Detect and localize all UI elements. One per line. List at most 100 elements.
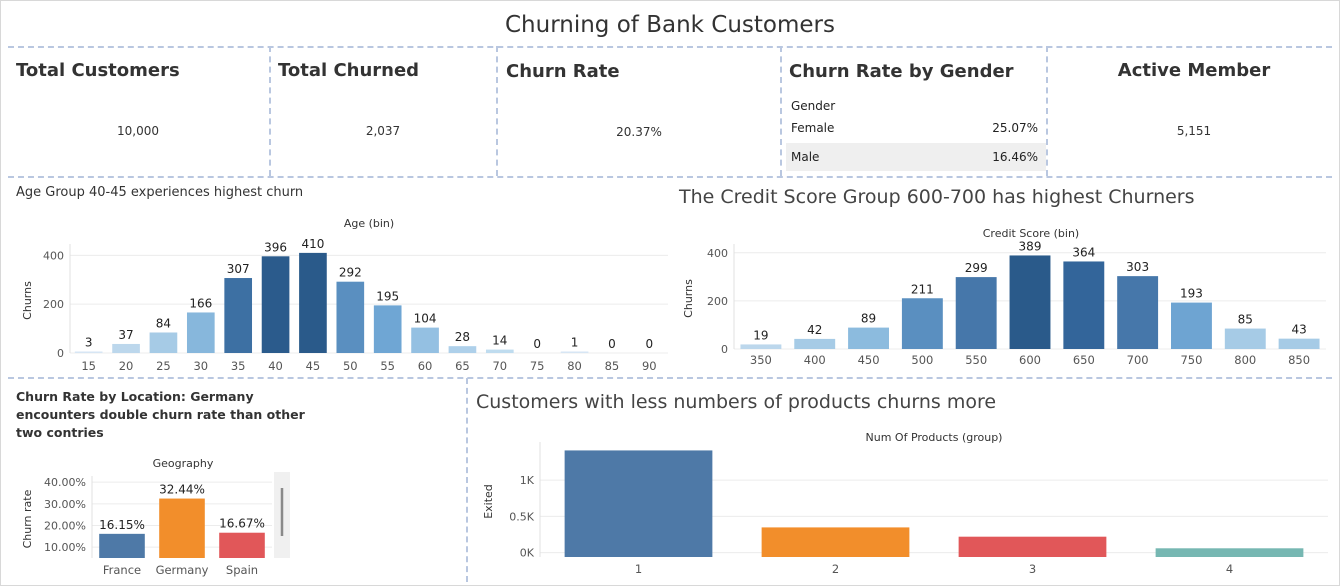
x-tick-label: 550 — [965, 353, 987, 367]
bar — [219, 532, 265, 558]
x-tick-label: 450 — [858, 353, 880, 367]
divider — [269, 46, 271, 176]
y-tick-label: 0 — [57, 347, 64, 360]
bar — [761, 527, 910, 557]
x-tick-label: 700 — [1127, 353, 1149, 367]
kpi-total-customers-value: 10,000 — [117, 124, 159, 138]
data-label: 89 — [861, 312, 876, 326]
x-tick-label: Spain — [226, 563, 258, 577]
x-tick-label: France — [103, 563, 141, 577]
kpi-churn-rate-value: 20.37% — [616, 125, 662, 139]
caption-line: encounters double churn rate than other — [16, 407, 305, 422]
bar — [1155, 548, 1304, 557]
bar — [74, 351, 103, 353]
x-tick-label: 65 — [455, 359, 470, 373]
y-tick-label: 0 — [721, 343, 728, 356]
gender-table-header: Gender — [791, 99, 836, 113]
geo-section-caption: Churn Rate by Location: Germany encounte… — [16, 388, 305, 442]
data-label: 211 — [911, 282, 934, 296]
y-axis-label: Churn rate — [21, 489, 34, 548]
data-label: 32.44% — [159, 483, 205, 497]
caption-line: two contries — [16, 425, 104, 440]
x-tick-label: 45 — [306, 359, 321, 373]
bar — [955, 277, 997, 349]
bar — [411, 327, 439, 353]
x-tick-label: 90 — [642, 359, 657, 373]
data-label: 0 — [645, 337, 653, 351]
bar — [336, 281, 365, 353]
x-tick-label: 3 — [1029, 562, 1036, 576]
bar — [564, 450, 713, 557]
x-tick-label: 1 — [635, 562, 642, 576]
data-label: 292 — [339, 266, 362, 280]
table-row: Male 16.46% — [786, 143, 1046, 171]
y-tick-label: 200 — [43, 298, 64, 311]
y-tick-label: 0K — [520, 547, 535, 560]
bar — [1171, 302, 1212, 349]
rate-cell: 16.46% — [992, 150, 1038, 164]
caption-line: Churn Rate by Location: Germany — [16, 389, 254, 404]
data-label: 166 — [189, 296, 212, 310]
chart-title: Age (bin) — [344, 217, 394, 230]
rate-cell: 25.07% — [992, 121, 1038, 135]
x-tick-label: 800 — [1234, 353, 1256, 367]
x-tick-label: 55 — [380, 359, 395, 373]
data-label: 389 — [1019, 239, 1042, 253]
gender-cell: Male — [791, 150, 820, 164]
data-label: 43 — [1291, 323, 1306, 337]
x-tick-label: 20 — [119, 359, 134, 373]
data-label: 307 — [227, 262, 250, 276]
divider — [8, 46, 1332, 48]
chart-title: Num Of Products (group) — [866, 431, 1003, 444]
divider — [1046, 46, 1048, 176]
gender-table: Gender Female 25.07% Male 16.46% — [786, 92, 1046, 172]
bar — [373, 305, 402, 353]
y-tick-label: 30.00% — [44, 498, 86, 511]
kpi-churn-rate-label: Churn Rate — [506, 61, 620, 82]
gender-cell: Female — [791, 121, 835, 135]
data-label: 303 — [1126, 260, 1149, 274]
kpi-active-member-label: Active Member — [1117, 60, 1271, 81]
x-tick-label: Germany — [156, 563, 209, 577]
bar — [560, 351, 589, 353]
data-label: 104 — [414, 312, 437, 326]
table-row: Female 25.07% — [786, 114, 1046, 142]
bar — [299, 252, 327, 353]
x-tick-label: 750 — [1180, 353, 1202, 367]
x-tick-label: 850 — [1288, 353, 1310, 367]
data-label: 16.67% — [219, 517, 265, 531]
data-label: 410 — [301, 237, 324, 251]
data-label: 16.15% — [99, 518, 145, 532]
data-label: 396 — [264, 240, 287, 254]
bar — [848, 327, 889, 349]
data-label: 364 — [1072, 245, 1095, 259]
kpi-churn-by-gender-label: Churn Rate by Gender — [789, 61, 1014, 82]
bar — [1063, 261, 1105, 349]
bar — [149, 332, 178, 353]
data-label: 195 — [376, 289, 399, 303]
bar — [261, 256, 290, 353]
y-axis-label: Exited — [482, 484, 495, 519]
x-tick-label: 500 — [911, 353, 933, 367]
data-label: 14 — [492, 334, 507, 348]
divider — [780, 46, 782, 176]
y-tick-label: 0.5K — [509, 510, 534, 523]
x-tick-label: 25 — [156, 359, 171, 373]
x-tick-label: 70 — [492, 359, 507, 373]
geography-chart: Geography Churn rate 10.00% 20.00% 30.00% 40.… — [21, 457, 290, 577]
data-label: 3 — [85, 336, 93, 350]
data-label: 19 — [753, 328, 768, 342]
x-tick-label: 85 — [605, 359, 620, 373]
kpi-active-member-value: 5,151 — [1176, 124, 1212, 138]
products-chart: Num Of Products (group) Exited 0K 0.5K 1K 1 2 3… — [482, 431, 1328, 576]
products-section-caption: Customers with less numbers of products … — [476, 391, 997, 413]
x-tick-label: 50 — [343, 359, 358, 373]
bar — [901, 298, 943, 349]
divider — [466, 378, 468, 582]
y-tick-label: 400 — [43, 249, 64, 262]
kpi-total-churned-value: 2,037 — [365, 124, 401, 138]
y-axis-label: Churns — [21, 281, 34, 320]
y-tick-label: 10.00% — [44, 541, 86, 554]
bar — [485, 349, 514, 353]
y-axis-label: Churns — [682, 279, 695, 318]
